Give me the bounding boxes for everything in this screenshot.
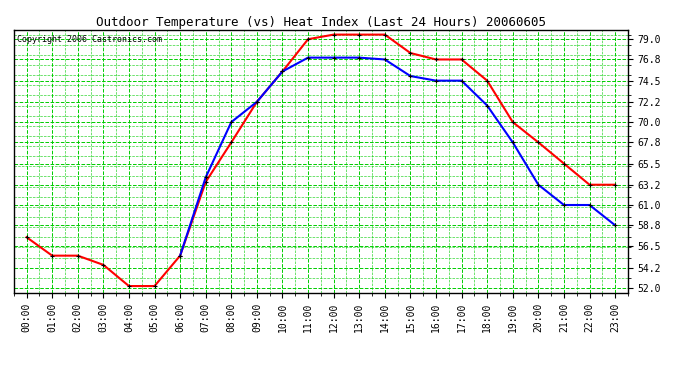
Title: Outdoor Temperature (vs) Heat Index (Last 24 Hours) 20060605: Outdoor Temperature (vs) Heat Index (Las… [96, 16, 546, 29]
Text: Copyright 2006 Castronics.com: Copyright 2006 Castronics.com [17, 35, 162, 44]
